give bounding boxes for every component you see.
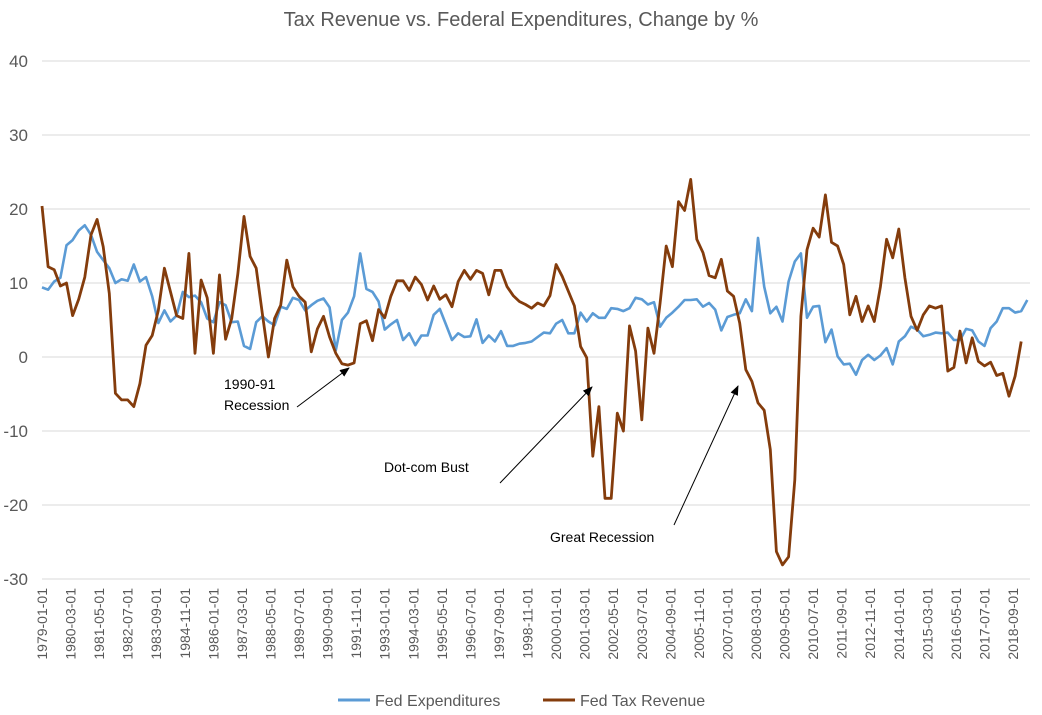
annotation-label: Dot-com Bust xyxy=(384,459,469,475)
series-line-fed-tax-revenue xyxy=(40,177,1023,567)
annotation-arrow xyxy=(673,385,739,526)
x-tick-label: 2014-01-01 xyxy=(891,588,907,660)
x-tick-label: 1995-05-01 xyxy=(434,588,450,660)
x-tick-label: 1993-01-01 xyxy=(377,588,393,660)
x-tick-label: 1997-09-01 xyxy=(491,588,507,660)
x-tick-label: 2017-07-01 xyxy=(976,588,992,660)
legend-label-fed-tax-revenue: Fed Tax Revenue xyxy=(580,693,705,710)
x-tick-label: 2004-09-01 xyxy=(662,588,678,660)
x-tick-label: 1984-11-01 xyxy=(177,588,193,659)
x-tick-label: 1990-09-01 xyxy=(320,588,336,660)
annotation-label: Great Recession xyxy=(550,529,654,545)
x-tick-label: 1998-11-01 xyxy=(520,588,536,659)
x-tick-label: 1980-03-01 xyxy=(63,588,79,660)
x-tick-label: 1996-07-01 xyxy=(462,588,478,660)
x-tick-label: 2001-03-01 xyxy=(577,588,593,660)
x-tick-label: 2018-09-01 xyxy=(1005,588,1021,660)
x-tick-label: 2010-07-01 xyxy=(805,588,821,660)
y-tick-label: 30 xyxy=(9,126,28,145)
x-tick-label: 1988-05-01 xyxy=(262,588,278,660)
y-tick-label: -20 xyxy=(3,496,28,515)
x-tick-label: 2007-01-01 xyxy=(719,588,735,660)
chart-title: Tax Revenue vs. Federal Expenditures, Ch… xyxy=(284,9,759,31)
annotation-arrow xyxy=(499,386,593,484)
x-tick-label: 1981-05-01 xyxy=(91,588,107,660)
y-axis-tick-labels: -30 -20 -10 0 10 20 30 40 xyxy=(3,52,28,589)
x-tick-label: 2005-11-01 xyxy=(691,588,707,659)
x-tick-label: 2015-03-01 xyxy=(919,588,935,660)
x-tick-label: 2012-11-01 xyxy=(862,588,878,659)
x-axis-tick-labels: 1979-01-01 1980-03-01 1981-05-01 1982-07-01… xyxy=(34,588,1021,660)
x-tick-label: 2002-05-01 xyxy=(605,588,621,660)
x-tick-label: 2008-03-01 xyxy=(748,588,764,660)
x-tick-label: 1987-03-01 xyxy=(234,588,250,660)
y-tick-label: 0 xyxy=(19,348,28,367)
x-tick-label: 1982-07-01 xyxy=(120,588,136,660)
x-tick-label: 2016-05-01 xyxy=(948,588,964,660)
y-tick-label: -10 xyxy=(3,422,28,441)
series-lines xyxy=(40,177,1029,567)
x-tick-label: 2000-01-01 xyxy=(548,588,564,660)
annotations: 1990-91 Recession Dot-com Bust Great Recess… xyxy=(224,367,739,545)
x-tick-label: 1986-01-01 xyxy=(205,588,221,660)
y-tick-label: 40 xyxy=(9,52,28,71)
x-tick-label: 1991-11-01 xyxy=(348,588,364,659)
x-tick-label: 1989-07-01 xyxy=(291,588,307,660)
x-tick-label: 1983-09-01 xyxy=(148,588,164,660)
x-tick-label: 2003-07-01 xyxy=(634,588,650,660)
series-line-fed-expenditures xyxy=(41,224,1029,377)
x-tick-label: 1979-01-01 xyxy=(34,588,50,660)
legend: Fed Expenditures Fed Tax Revenue xyxy=(338,693,705,710)
y-tick-label: -30 xyxy=(3,570,28,589)
annotation-label: 1990-91 xyxy=(224,376,276,392)
annotation-arrow xyxy=(296,367,350,408)
y-tick-label: 10 xyxy=(9,274,28,293)
x-tick-label: 2009-05-01 xyxy=(777,588,793,660)
legend-label-fed-expenditures: Fed Expenditures xyxy=(375,693,500,710)
y-tick-label: 20 xyxy=(9,200,28,219)
x-tick-label: 1994-03-01 xyxy=(405,588,421,660)
gridlines xyxy=(42,60,1030,580)
annotation-label: Recession xyxy=(224,397,289,413)
x-tick-label: 2011-09-01 xyxy=(834,588,850,659)
